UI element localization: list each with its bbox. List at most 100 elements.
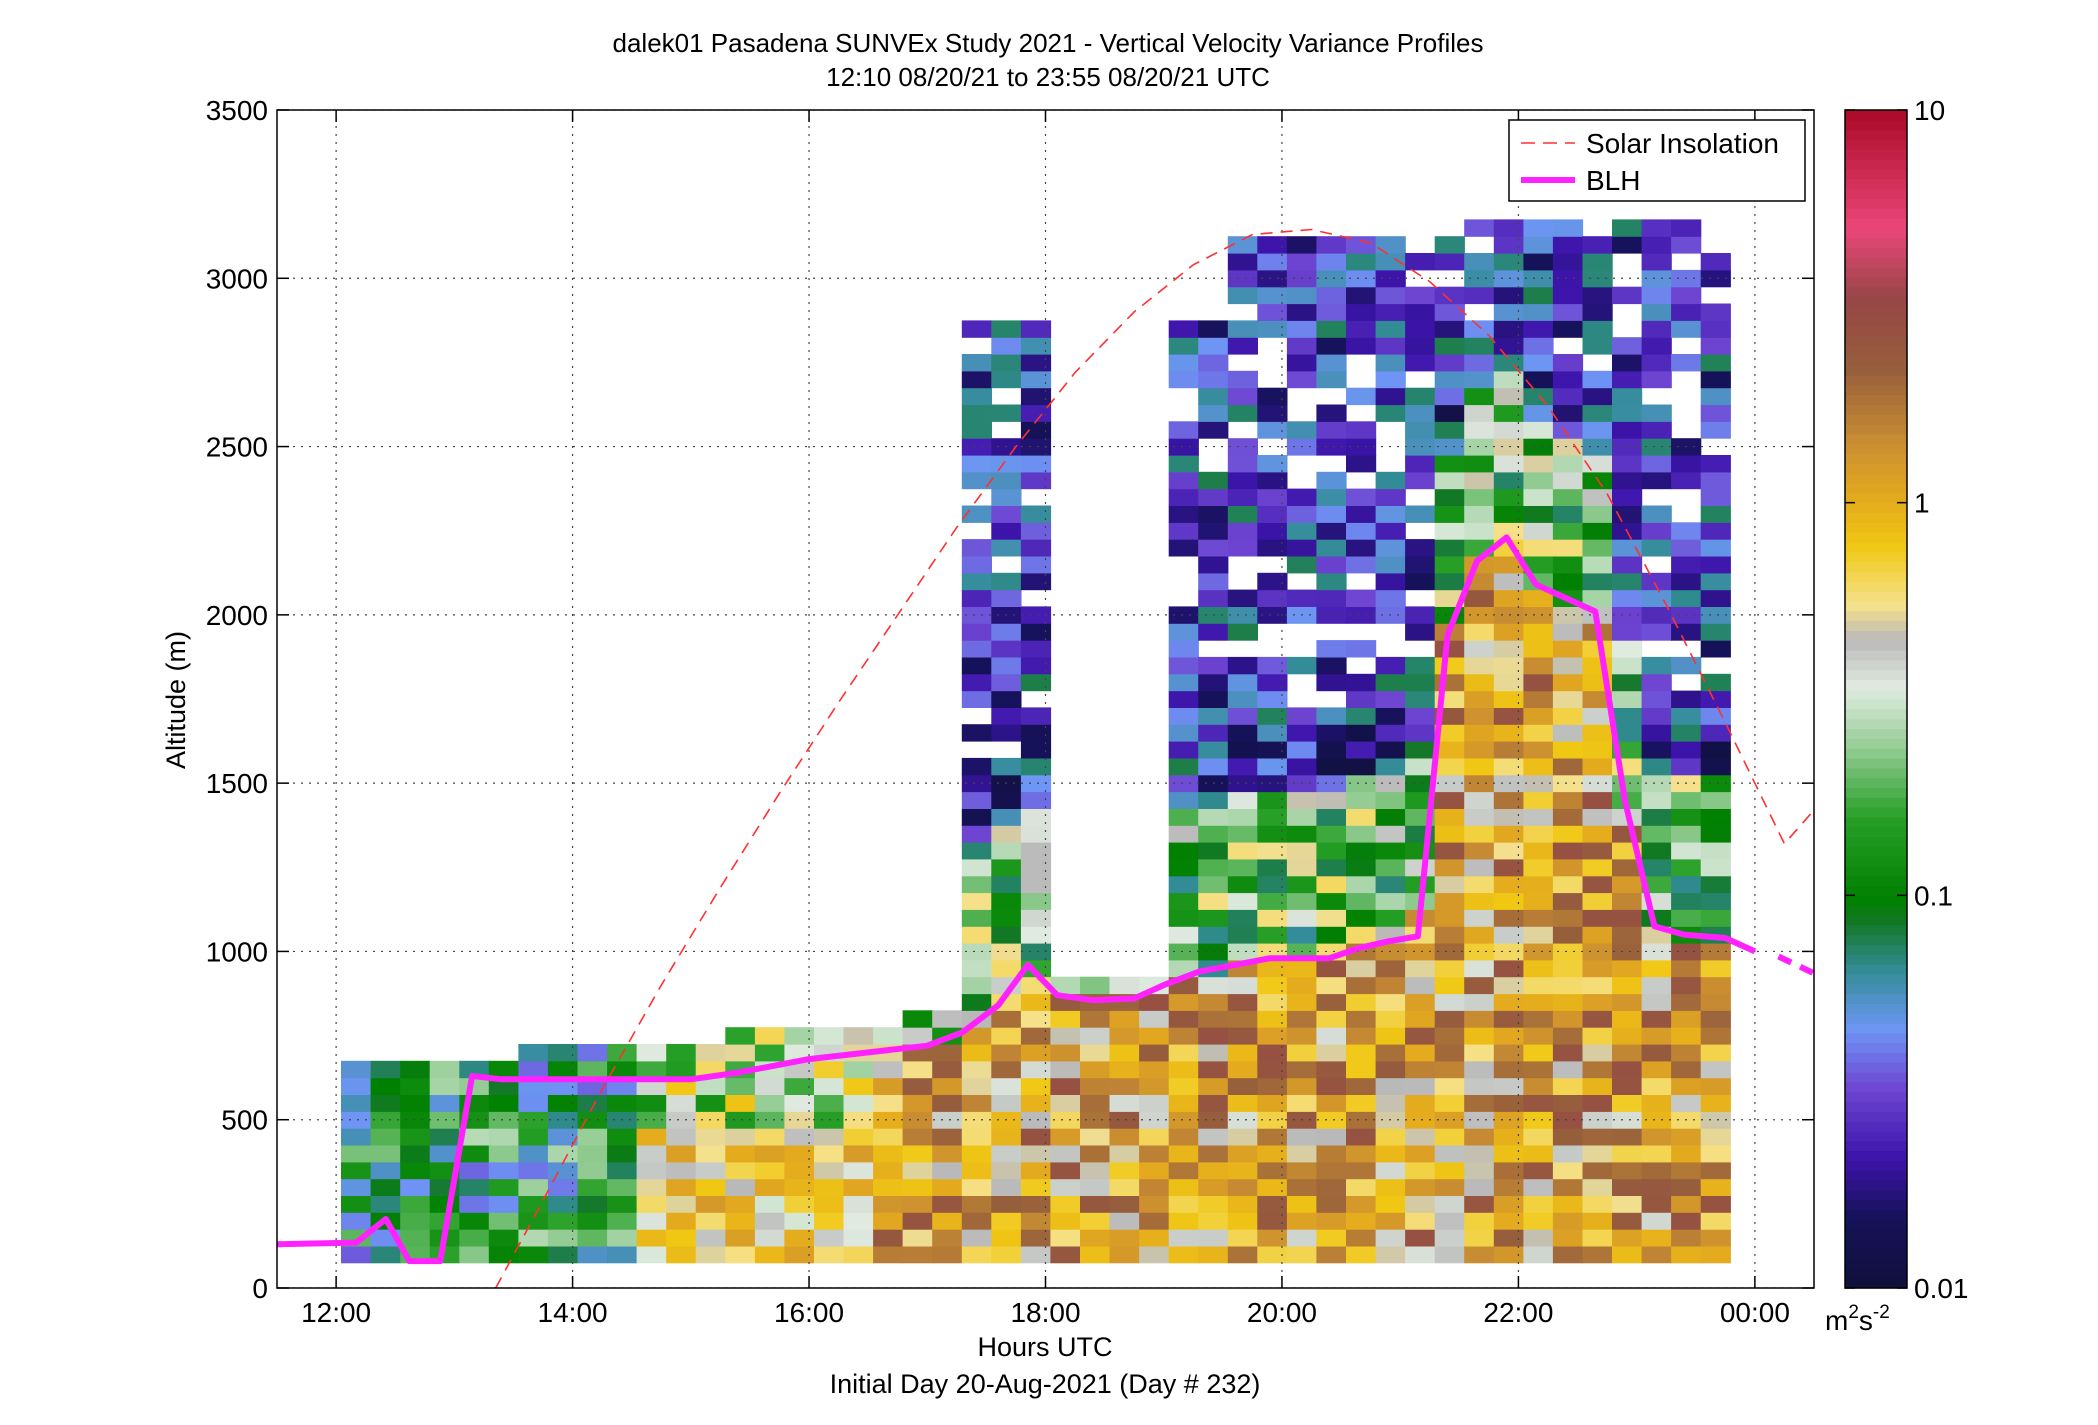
heatmap-cell — [1582, 522, 1613, 540]
heatmap-cell — [1464, 656, 1495, 675]
heatmap-cell — [1464, 337, 1495, 355]
heatmap-cell — [1493, 1027, 1524, 1045]
colorbar-segment — [1845, 208, 1907, 219]
heatmap-cell — [1493, 1010, 1524, 1028]
heatmap-cell — [1552, 1178, 1584, 1196]
colorbar-segment — [1845, 404, 1907, 415]
heatmap-cell — [873, 1077, 904, 1095]
heatmap-cell — [1671, 757, 1702, 776]
heatmap-cell — [1434, 1128, 1465, 1146]
heatmap-cell — [488, 1145, 519, 1163]
heatmap-cell — [607, 1212, 638, 1230]
heatmap-cell — [1316, 471, 1347, 490]
heatmap-cell — [1405, 1178, 1436, 1196]
heatmap-cell — [1552, 892, 1584, 910]
heatmap-cell — [961, 606, 992, 624]
heatmap-cell — [961, 640, 992, 658]
heatmap-cell — [1020, 842, 1052, 860]
heatmap-cell — [991, 522, 1022, 540]
colorbar-segment — [1845, 865, 1907, 877]
heatmap-cell — [1641, 976, 1672, 995]
colorbar-units: m2s-2 — [1825, 1302, 1890, 1336]
heatmap-cell — [1671, 320, 1702, 338]
heatmap-cell — [1671, 825, 1702, 843]
heatmap-cell — [429, 1128, 460, 1146]
heatmap-cell — [1405, 1229, 1436, 1247]
heatmap-cell — [1139, 1060, 1170, 1079]
heatmap-cell — [1700, 1044, 1731, 1062]
heatmap-cell — [1552, 909, 1584, 927]
heatmap-cell — [1582, 1010, 1613, 1028]
heatmap-cell — [1641, 471, 1672, 490]
heatmap-cell — [1405, 741, 1436, 759]
heatmap-cell — [961, 1077, 992, 1095]
heatmap-cell — [1552, 640, 1584, 658]
heatmap-cell — [1198, 1229, 1229, 1247]
heatmap-cell — [1493, 1178, 1524, 1196]
heatmap-cell — [1464, 1077, 1495, 1095]
heatmap-cell — [1641, 690, 1672, 708]
heatmap-cell — [1612, 976, 1643, 995]
heatmap-cell — [547, 1044, 579, 1062]
heatmap-cell — [1139, 1044, 1170, 1062]
heatmap-cell — [1493, 488, 1524, 506]
legend: Solar Insolation BLH — [1508, 119, 1806, 202]
heatmap-cell — [1641, 757, 1672, 776]
heatmap-cell — [1612, 606, 1643, 624]
heatmap-cell — [1198, 808, 1229, 826]
colorbar-segment — [1845, 453, 1907, 464]
heatmap-cell — [1346, 1010, 1377, 1028]
heatmap-cell — [1523, 1094, 1554, 1112]
heatmap-cell — [1582, 572, 1613, 591]
heatmap-cell — [1198, 539, 1229, 557]
heatmap-cell — [1198, 1245, 1229, 1264]
heatmap-cell — [1552, 757, 1584, 776]
heatmap-cell — [1434, 1212, 1465, 1230]
colorbar-segment — [1845, 973, 1907, 985]
heatmap-cell — [991, 1010, 1022, 1028]
heatmap-cell — [459, 1178, 490, 1196]
heatmap-cell — [488, 1245, 519, 1264]
heatmap-cell — [1671, 724, 1702, 742]
heatmap-cell — [961, 1027, 992, 1045]
heatmap-cell — [1464, 471, 1495, 490]
heatmap-cell — [1641, 741, 1672, 759]
heatmap-cell — [1286, 1195, 1318, 1213]
colorbar-segment — [1845, 806, 1907, 818]
heatmap-cell — [1493, 757, 1524, 776]
heatmap-cell — [1493, 1229, 1524, 1247]
heatmap-cell — [1493, 556, 1524, 574]
heatmap-cell — [1641, 1229, 1672, 1247]
heatmap-cell — [1405, 959, 1436, 978]
heatmap-cell — [1552, 219, 1584, 237]
heatmap-cell — [1227, 286, 1258, 305]
heatmap-cell — [1493, 438, 1524, 456]
heatmap-cell — [1227, 320, 1258, 338]
heatmap-cell — [1464, 1145, 1495, 1163]
heatmap-cell — [1405, 303, 1436, 321]
heatmap-cell — [1375, 1229, 1406, 1247]
heatmap-cell — [1198, 858, 1229, 877]
heatmap-cell — [1405, 1060, 1436, 1079]
heatmap-cell — [1020, 556, 1052, 574]
heatmap-cell — [1464, 1010, 1495, 1028]
heatmap-cell — [932, 1077, 963, 1095]
heatmap-cell — [1346, 522, 1377, 540]
heatmap-cell — [400, 1111, 431, 1129]
heatmap-cell — [695, 1161, 726, 1180]
heatmap-cell — [961, 858, 992, 877]
heatmap-cell — [1582, 858, 1613, 877]
heatmap-cell — [1346, 926, 1377, 944]
heatmap-cell — [695, 1178, 726, 1196]
heatmap-cell — [961, 808, 992, 826]
heatmap-cell — [1286, 707, 1318, 725]
heatmap-cell — [1346, 1128, 1377, 1146]
heatmap-cell — [991, 1178, 1022, 1196]
heatmap-cell — [1198, 623, 1229, 641]
heatmap-cell — [1109, 1111, 1140, 1129]
heatmap-cell — [1641, 438, 1672, 456]
heatmap-cell — [1168, 1060, 1199, 1079]
heatmap-cell — [1316, 269, 1347, 288]
heatmap-cell — [1523, 959, 1554, 978]
heatmap-cell — [1375, 370, 1406, 389]
